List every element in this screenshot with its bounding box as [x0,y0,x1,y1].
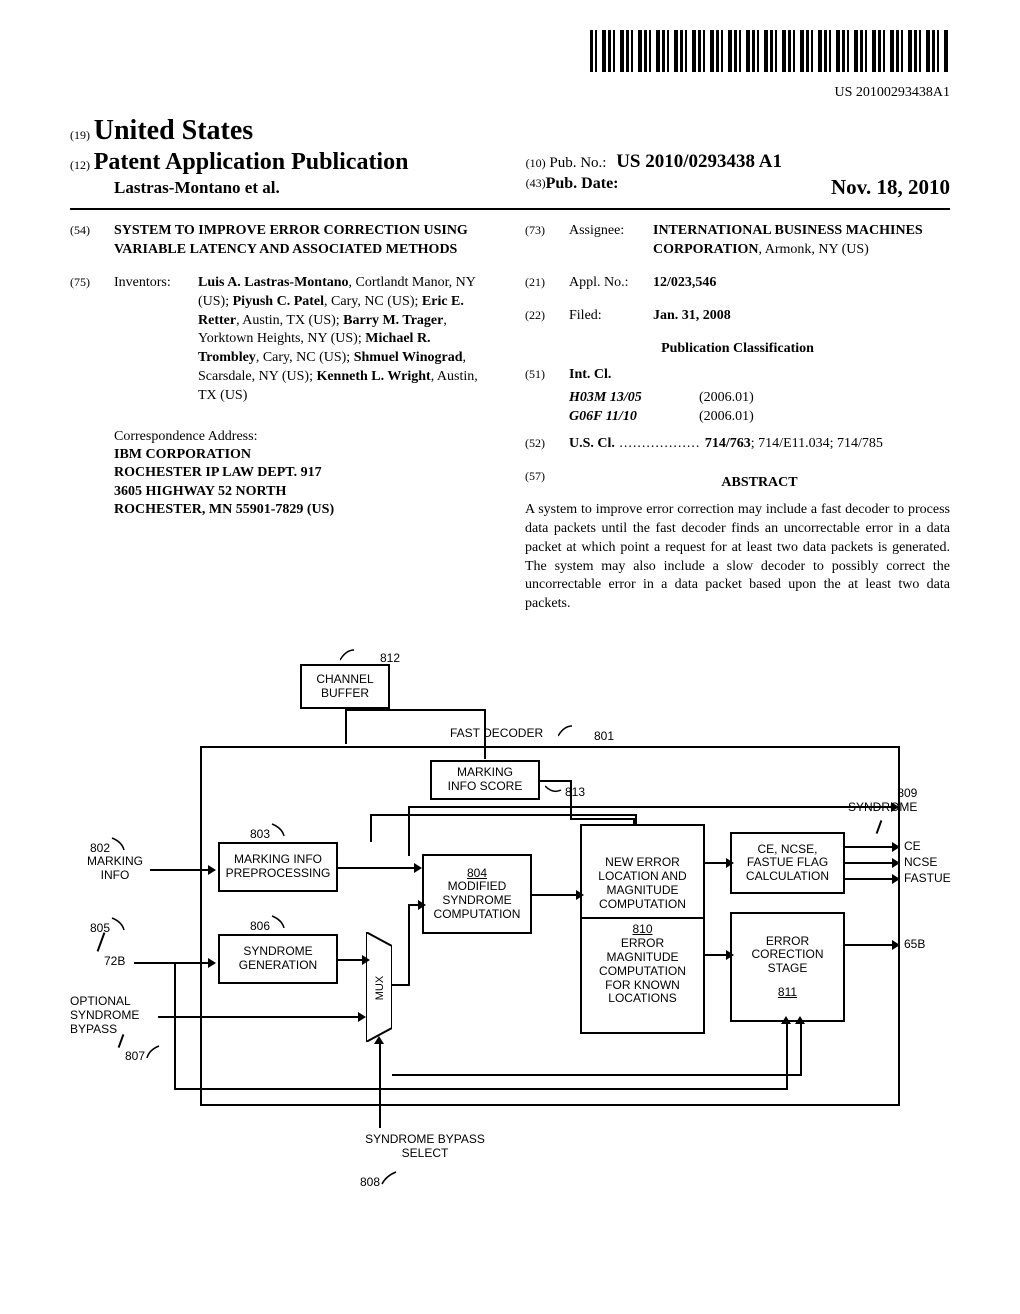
channel-buffer-box: CHANNEL BUFFER [300,664,390,709]
input-72b: 72B [104,954,125,968]
barcode [590,30,950,72]
ref-805: 805 [90,916,128,935]
syndrome-bypass-select-label: SYNDROME BYPASS SELECT [340,1132,510,1160]
correspondence-line-2: IBM CORPORATION [114,446,495,464]
field-75-num: (75) [70,274,114,406]
assignee-label: Assignee: [569,222,653,260]
ref-809: 809 SYNDROME [848,786,917,814]
inventor-6-name: Shmuel Winograd [354,350,463,365]
authors-header-line: Lastras-Montano et al. [70,178,516,198]
field-57-num: (57) [525,468,569,499]
ref-806: 806 [250,914,288,933]
bibliographic-columns: (54) SYSTEM TO IMPROVE ERROR CORRECTION … [70,222,950,614]
filed-value: Jan. 31, 2008 [653,307,950,326]
figure-diagram: CHANNEL BUFFER 812 FAST DECODER 801 MARK… [70,654,950,1214]
error-correction-stage-box: ERROR CORECTION STAGE 811 [730,912,845,1022]
country-name: United States [94,115,253,146]
correspondence-line-1: Correspondence Address: [114,428,495,446]
output-65b: 65B [904,937,925,951]
inventors-list: Luis A. Lastras-Montano, Cortlandt Manor… [198,274,495,406]
intcl-row1-code: H03M 13/05 [569,389,699,408]
ref-804: 804 [467,867,487,881]
intcl-row2-code: G06F 11/10 [569,408,699,427]
correspondence-line-4: 3605 HIGHWAY 52 NORTH [114,483,495,501]
ref-813: 813 [545,782,585,799]
header: (19) United States (12) Patent Applicati… [70,115,950,210]
output-ce: CE [904,839,921,853]
field-54-num: (54) [70,222,114,260]
pubno-label: Pub. No.: [549,155,606,171]
inventor-4-name: Barry M. Trager [343,313,443,328]
output-fastue: FASTUE [904,871,951,885]
marking-info-score-box: MARKING INFO SCORE [430,760,540,800]
publication-classification-title: Publication Classification [525,340,950,359]
ref-811: 811 [778,986,797,1000]
ref-808: 808 [360,1170,400,1189]
applno-value: 12/023,546 [653,274,950,293]
inventor-3-loc: , Austin, TX (US); [236,313,343,328]
ref-801: 801 [558,722,614,743]
pubdate-value: Nov. 18, 2010 [831,175,950,200]
field-73-num: (73) [525,222,569,260]
fast-decoder-label: FAST DECODER [450,726,543,740]
assignee-loc: , Armonk, NY (US) [759,242,869,257]
field-19-marker: (19) [70,128,90,142]
syndrome-generation-box: SYNDROME GENERATION [218,934,338,984]
abstract-text: A system to improve error correction may… [525,501,950,614]
modified-syndrome-box: 804 MODIFIED SYNDROME COMPUTATION [422,854,532,934]
correspondence-address: Correspondence Address: IBM CORPORATION … [114,428,495,519]
intcl-row2-date: (2006.01) [699,408,754,427]
abstract-title: ABSTRACT [569,474,950,493]
correspondence-line-3: ROCHESTER IP LAW DEPT. 917 [114,464,495,482]
field-12-marker: (12) [70,158,90,172]
marking-info-input: MARKING INFO [80,854,150,882]
pubno-value: US 2010/0293438 A1 [616,151,782,172]
small-publication-number: US 20100293438A1 [70,85,950,101]
marking-info-preprocessing-box: MARKING INFO PREPROCESSING [218,842,338,892]
error-computation-stack: NEW ERROR LOCATION AND MAGNITUDE COMPUTA… [580,824,705,1034]
inventor-7-name: Kenneth L. Wright [316,369,430,384]
uscl-dots: .................. [615,436,705,451]
mux-label: MUX [374,976,386,1000]
inventors-label: Inventors: [114,274,198,406]
inventor-2-loc: , Cary, NC (US); [324,294,422,309]
inventor-5-loc: , Cary, NC (US); [256,350,354,365]
field-52-num: (52) [525,435,569,454]
pubdate-label: Pub. Date: [546,175,619,193]
uscl-rest: ; 714/E11.034; 714/785 [751,436,883,451]
invention-title: SYSTEM TO IMPROVE ERROR CORRECTION USING… [114,222,495,260]
barcode-area [70,30,950,77]
ref-803: 803 [250,822,288,841]
uscl-label: U.S. Cl. [569,436,615,451]
inventor-2-name: Piyush C. Patel [233,294,324,309]
ref-812: 812 [340,646,400,665]
field-22-num: (22) [525,307,569,326]
field-21-num: (21) [525,274,569,293]
field-10-marker: (10) [526,156,546,170]
output-ncse: NCSE [904,855,937,869]
field-51-num: (51) [525,366,569,385]
uscl-main: 714/763 [705,436,751,451]
ref-807: 807 [125,1044,163,1063]
ce-ncse-fastue-box: CE, NCSE, FASTUE FLAG CALCULATION [730,832,845,894]
intcl-row1-date: (2006.01) [699,389,754,408]
ref-802: 802 [90,836,128,855]
correspondence-line-5: ROCHESTER, MN 55901-7829 (US) [114,501,495,519]
optional-syndrome-bypass-label: OPTIONAL SYNDROME BYPASS [70,994,160,1036]
assignee-value: INTERNATIONAL BUSINESS MACHINES CORPORAT… [653,222,950,260]
applno-label: Appl. No.: [569,274,653,293]
inventor-1-name: Luis A. Lastras-Montano [198,275,349,290]
field-43-marker: (43) [526,176,546,190]
filed-label: Filed: [569,307,653,326]
ref-810: 810 [632,922,652,936]
intcl-label: Int. Cl. [569,366,950,385]
publication-type: Patent Application Publication [94,149,409,175]
